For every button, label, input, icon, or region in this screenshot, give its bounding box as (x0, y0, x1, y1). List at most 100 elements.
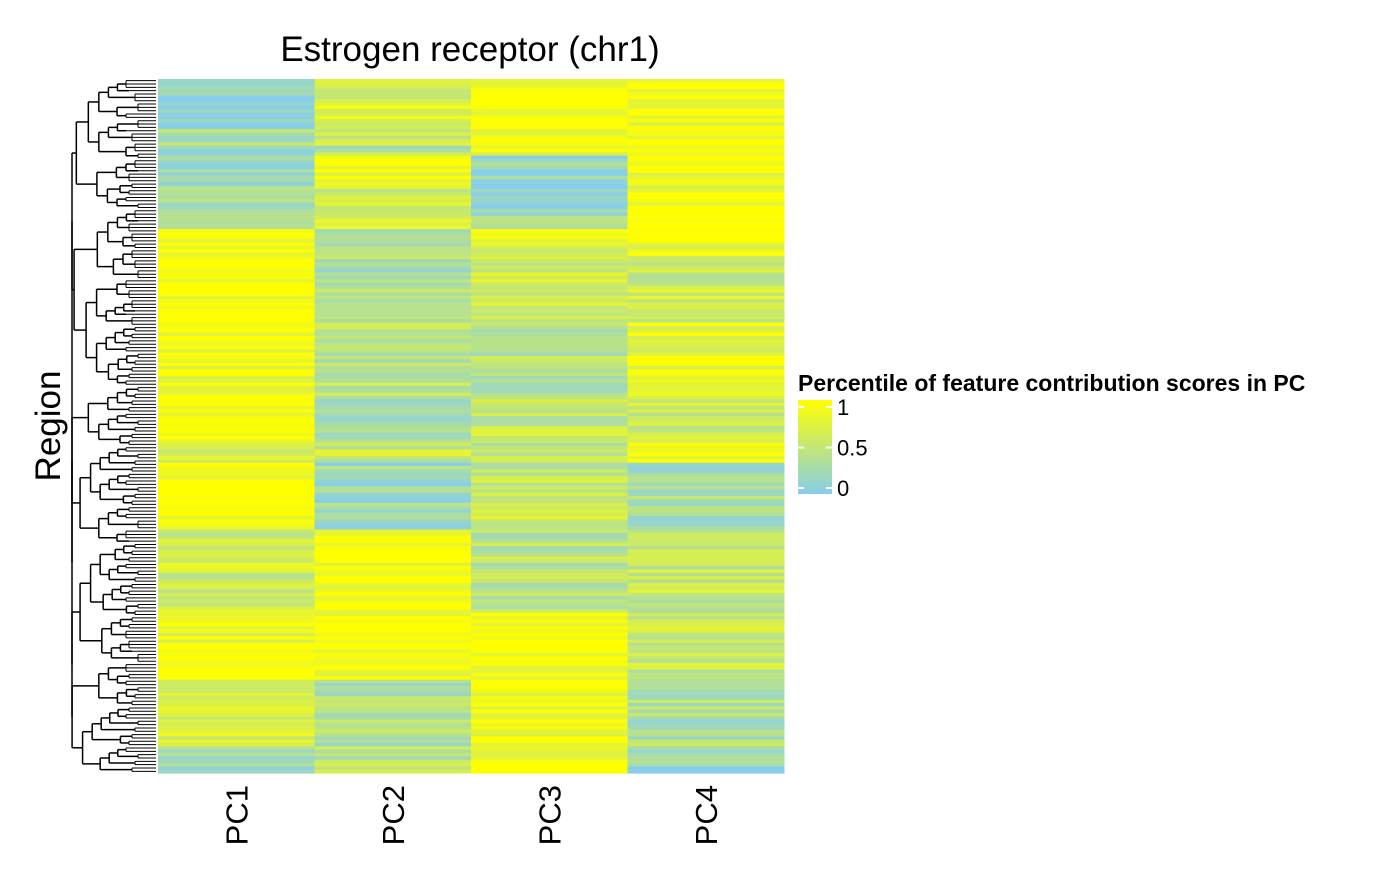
heatmap-cell (158, 712, 315, 717)
heatmap-cell (471, 202, 628, 207)
heatmap-cell (314, 449, 472, 454)
heatmap-cell (627, 332, 785, 337)
heatmap-cell (627, 302, 785, 307)
heatmap-cell (627, 746, 785, 751)
heatmap-cell (627, 289, 785, 294)
heatmap-cell (471, 102, 628, 107)
heatmap-cell (314, 696, 472, 701)
heatmap-cell (471, 89, 628, 93)
heatmap-cell (158, 415, 315, 420)
heatmap-cell (158, 359, 315, 364)
heatmap-cell (627, 542, 785, 547)
heatmap-cell (314, 586, 472, 591)
heatmap-cell (314, 426, 472, 430)
x-tick-labels: PC1 PC2 PC3 PC4 (219, 785, 724, 845)
heatmap-cell (627, 742, 785, 747)
heatmap-cell (314, 682, 472, 687)
heatmap-cell (158, 522, 315, 527)
heatmap-cell (627, 235, 785, 240)
heatmap-cell (471, 749, 628, 754)
heatmap-cell (471, 616, 628, 621)
heatmap-cell (314, 649, 472, 654)
heatmap-cell (314, 562, 472, 567)
heatmap-cell (314, 539, 472, 544)
heatmap-cell (314, 576, 472, 581)
heatmap-cell (627, 729, 785, 734)
heatmap-cell (627, 659, 785, 664)
heatmap-cell (471, 195, 628, 200)
heatmap-cell (471, 142, 628, 147)
heatmap-cell (471, 405, 628, 410)
heatmap-cell (314, 392, 472, 397)
x-tick-label-pc2: PC2 (376, 785, 411, 845)
heatmap-cell (158, 319, 315, 324)
heatmap-cell (471, 232, 628, 237)
heatmap-cell (314, 756, 472, 761)
heatmap-cell (627, 215, 785, 220)
heatmap-cell (471, 622, 628, 627)
heatmap-cell (314, 496, 472, 501)
heatmap-cell (627, 95, 785, 100)
heatmap-cell (314, 559, 472, 564)
heatmap-cell (314, 205, 472, 210)
heatmap-cell (471, 192, 628, 197)
heatmap-cell (627, 762, 785, 767)
heatmap-cell (314, 155, 472, 160)
heatmap-cell (627, 426, 785, 430)
heatmap-cell (158, 182, 315, 187)
heatmap-cell (471, 466, 628, 470)
heatmap-cell (471, 239, 628, 244)
heatmap-cell (627, 209, 785, 214)
heatmap-cell (158, 552, 315, 557)
heatmap-cell (314, 592, 472, 597)
heatmap-cell (471, 582, 628, 587)
heatmap-cell (314, 666, 472, 671)
heatmap-cell (627, 716, 785, 721)
heatmap-cell (471, 742, 628, 747)
heatmap-cell (314, 345, 472, 350)
heatmap-cell (627, 682, 785, 687)
heatmap-cell (627, 439, 785, 444)
heatmap-cell (314, 272, 472, 277)
heatmap-cell (314, 179, 472, 184)
heatmap-cell (314, 462, 472, 467)
heatmap-cells (158, 79, 785, 774)
heatmap-cell (314, 95, 472, 100)
heatmap-cell (158, 192, 315, 197)
heatmap-cell (471, 352, 628, 357)
heatmap-cell (627, 559, 785, 564)
heatmap-cell (627, 189, 785, 194)
heatmap-cell (471, 639, 628, 644)
heatmap-cell (471, 766, 628, 771)
heatmap-cell (158, 506, 315, 511)
heatmap-cell (158, 612, 315, 617)
heatmap-cell (627, 692, 785, 697)
heatmap-cell (471, 112, 628, 117)
heatmap-cell (158, 602, 315, 607)
heatmap-cell (471, 576, 628, 581)
heatmap-cell (158, 742, 315, 747)
heatmap-cell (158, 89, 315, 93)
heatmap-cell (471, 456, 628, 460)
heatmap-cell (158, 609, 315, 614)
heatmap-cell (314, 332, 472, 337)
heatmap-cell (471, 305, 628, 310)
heatmap-cell (627, 115, 785, 120)
heatmap-cell (627, 546, 785, 551)
heatmap-cell (158, 402, 315, 407)
heatmap-cell (158, 606, 315, 611)
heatmap-cell (158, 532, 315, 537)
heatmap-cell (627, 399, 785, 404)
heatmap-cell (471, 532, 628, 537)
heatmap-cell (471, 549, 628, 554)
heatmap-cell (627, 619, 785, 624)
heatmap-cell (471, 275, 628, 280)
heatmap-cell (627, 609, 785, 614)
heatmap-cell (158, 649, 315, 654)
heatmap-cell (627, 472, 785, 477)
heatmap-cell (314, 135, 472, 140)
heatmap-cell (158, 245, 315, 250)
heatmap-cell (471, 185, 628, 190)
heatmap-cell (158, 556, 315, 561)
heatmap-cell (471, 739, 628, 744)
